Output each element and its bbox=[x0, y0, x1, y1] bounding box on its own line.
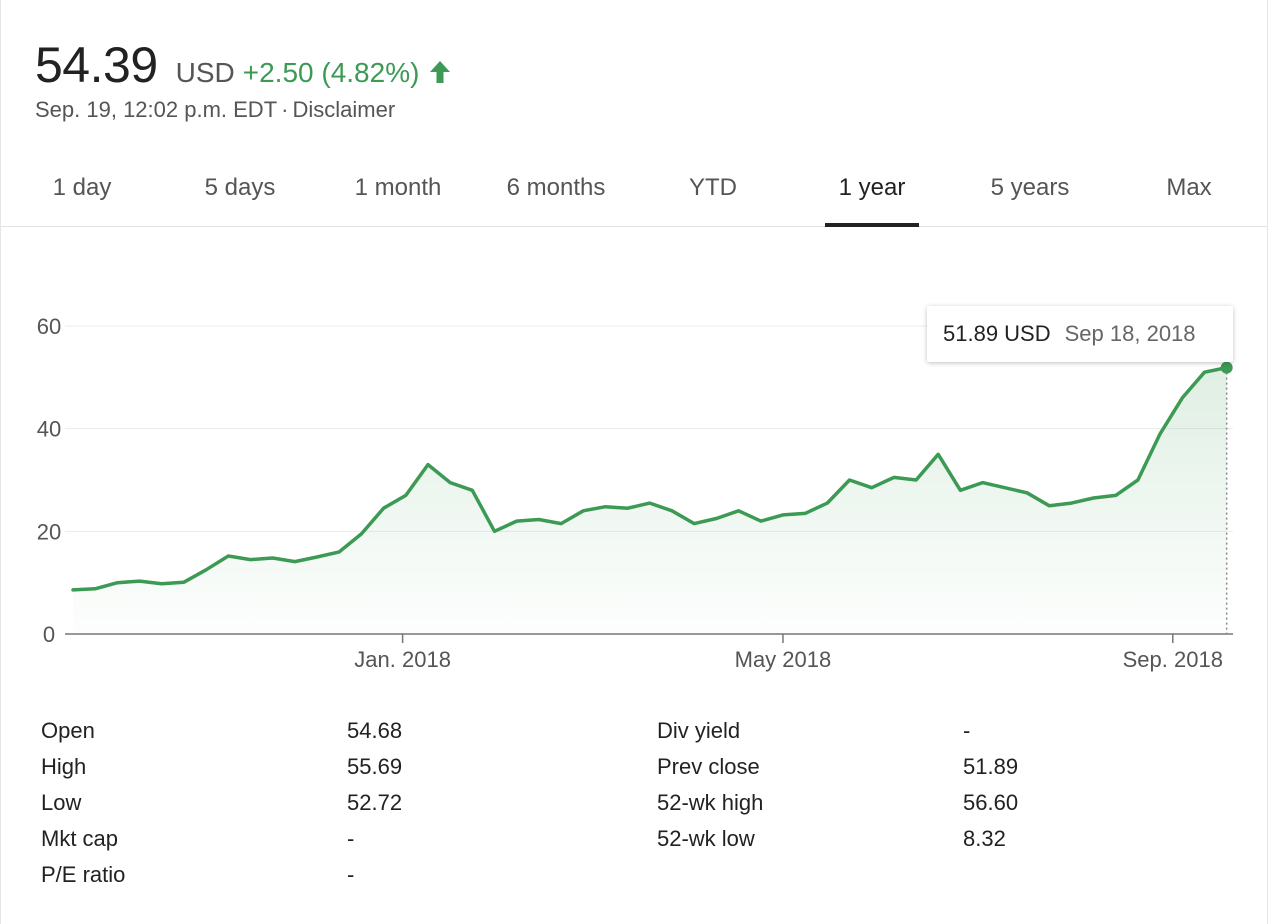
price-area-fill bbox=[73, 367, 1227, 634]
hover-point-marker bbox=[1220, 361, 1233, 374]
stat-value: - bbox=[963, 718, 971, 743]
stat-row: High 55.69 Prev close 51.89 bbox=[41, 754, 1241, 790]
stat-label: Div yield bbox=[657, 718, 741, 743]
y-tick-label: 0 bbox=[43, 622, 55, 647]
stat-row: P/E ratio - bbox=[41, 862, 1241, 898]
tab-label: 1 year bbox=[838, 174, 906, 201]
separator-dot: · bbox=[281, 97, 289, 122]
stat-label: Open bbox=[41, 718, 95, 743]
stat-value: - bbox=[347, 826, 355, 851]
hover-tooltip: 51.89 USD Sep 18, 2018 bbox=[927, 306, 1233, 362]
tab-5-days[interactable]: 5 days bbox=[185, 150, 295, 226]
x-tick-label: May 2018 bbox=[735, 647, 832, 672]
range-tabs: 1 day 5 days 1 month 6 months YTD 1 year… bbox=[1, 150, 1267, 227]
y-tick-label: 40 bbox=[37, 417, 61, 442]
arrow-up-icon bbox=[429, 60, 451, 89]
tooltip-date: Sep 18, 2018 bbox=[1064, 321, 1196, 346]
y-axis-ticks: 0 20 40 60 bbox=[37, 314, 61, 647]
x-tick-label: Jan. 2018 bbox=[354, 647, 451, 672]
stat-label: Low bbox=[41, 790, 82, 815]
stat-value: 51.89 bbox=[963, 754, 1019, 779]
stat-value: 52.72 bbox=[347, 790, 403, 815]
tab-label: 1 day bbox=[52, 174, 112, 201]
tab-1-year[interactable]: 1 year bbox=[825, 150, 919, 227]
stat-value: 56.60 bbox=[963, 790, 1019, 815]
tab-label: 1 month bbox=[354, 174, 442, 201]
price-chart[interactable]: 0 20 40 60 Jan. 2018 May 2018 Sep. 2018 bbox=[1, 228, 1267, 690]
stat-label: P/E ratio bbox=[41, 862, 126, 887]
price-series-line bbox=[71, 365, 1229, 592]
stat-value: 54.68 bbox=[347, 718, 403, 743]
tooltip-value: 51.89 USD bbox=[943, 321, 1051, 346]
y-tick-label: 20 bbox=[37, 519, 61, 544]
tab-label: 6 months bbox=[506, 174, 606, 201]
y-tick-label: 60 bbox=[37, 314, 61, 339]
tab-label: YTD bbox=[689, 174, 737, 201]
stat-label: Mkt cap bbox=[41, 826, 119, 851]
tab-max[interactable]: Max bbox=[1149, 150, 1229, 226]
tab-label: 5 years bbox=[990, 174, 1070, 201]
currency-code: USD bbox=[175, 57, 235, 88]
stat-value: 8.32 bbox=[963, 826, 1006, 851]
stat-label: 52-wk high bbox=[657, 790, 764, 815]
timestamp-line: Sep. 19, 12:02 p.m. EDT · Disclaimer bbox=[35, 97, 395, 123]
tab-5-years[interactable]: 5 years bbox=[973, 150, 1087, 226]
quote-timestamp: Sep. 19, 12:02 p.m. EDT bbox=[35, 97, 278, 122]
stat-row: Low 52.72 52-wk high 56.60 bbox=[41, 790, 1241, 826]
stat-label: Prev close bbox=[657, 754, 760, 779]
tab-1-month[interactable]: 1 month bbox=[337, 150, 459, 226]
price-header: 54.39 USD +2.50 (4.82%) bbox=[35, 36, 451, 96]
current-price: 54.39 bbox=[35, 37, 158, 93]
x-tick-label: Sep. 2018 bbox=[1123, 647, 1223, 672]
stat-value: 55.69 bbox=[347, 754, 403, 779]
disclaimer-link[interactable]: Disclaimer bbox=[292, 97, 396, 122]
stat-label: 52-wk low bbox=[657, 826, 755, 851]
tab-label: Max bbox=[1166, 174, 1212, 201]
tab-1-day[interactable]: 1 day bbox=[31, 150, 133, 226]
stat-label: High bbox=[41, 754, 87, 779]
price-change: +2.50 (4.82%) bbox=[242, 57, 420, 88]
tab-label: 5 days bbox=[204, 174, 276, 201]
tab-ytd[interactable]: YTD bbox=[667, 150, 759, 226]
stat-row: Open 54.68 Div yield - bbox=[41, 718, 1241, 754]
stat-value: - bbox=[347, 862, 355, 887]
stat-row: Mkt cap - 52-wk low 8.32 bbox=[41, 826, 1241, 862]
x-axis-ticks: Jan. 2018 May 2018 Sep. 2018 bbox=[354, 634, 1223, 672]
tab-6-months[interactable]: 6 months bbox=[491, 150, 621, 226]
